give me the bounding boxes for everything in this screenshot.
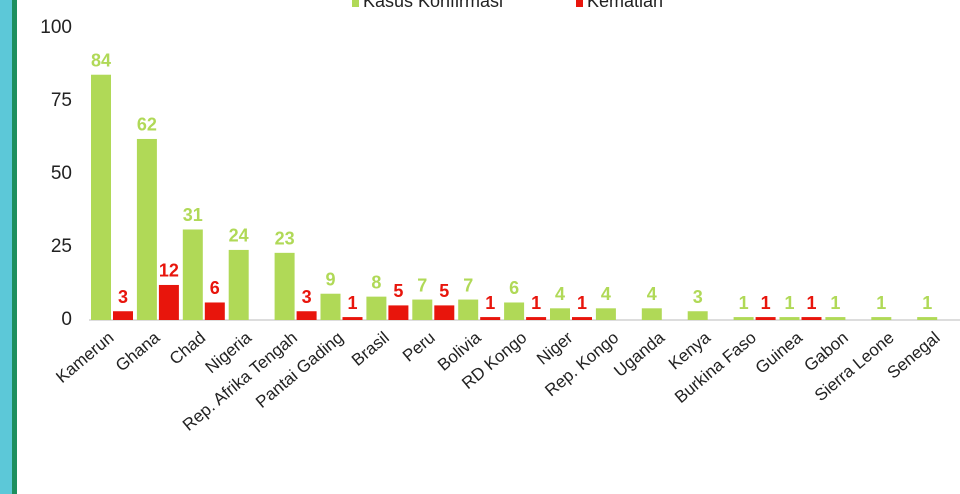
bar: [504, 302, 525, 320]
bar: [342, 317, 363, 320]
bar: [412, 299, 433, 320]
x-tick-label: Senegal: [884, 328, 944, 383]
bar: [204, 302, 225, 320]
value-label: 1: [876, 293, 886, 313]
bar: [687, 311, 708, 320]
value-label: 31: [183, 205, 203, 225]
value-label: 5: [439, 281, 449, 301]
bar: [113, 311, 133, 320]
value-label: 7: [463, 275, 473, 295]
bar: [917, 317, 938, 320]
bar: [366, 296, 387, 320]
value-label: 1: [739, 293, 749, 313]
value-label: 1: [830, 293, 840, 313]
value-label: 6: [509, 278, 519, 298]
bar: [274, 252, 295, 320]
bar: [755, 317, 776, 320]
bar: [296, 311, 317, 320]
legend-label: Kasus Konfirmasi: [363, 0, 503, 11]
value-label: 1: [784, 293, 794, 313]
value-label: 5: [393, 281, 403, 301]
legend-swatch: [576, 0, 583, 7]
value-label: 1: [577, 293, 587, 313]
value-label: 23: [275, 229, 295, 249]
value-label: 4: [647, 284, 657, 304]
value-label: 84: [91, 50, 111, 70]
value-label: 4: [555, 284, 565, 304]
bar: [595, 308, 616, 320]
bar: [779, 317, 800, 320]
bar: [388, 305, 409, 320]
bar: [550, 308, 570, 320]
value-label: 1: [531, 293, 541, 313]
bar: [320, 293, 341, 320]
x-tick-label: Brasil: [348, 328, 393, 370]
bar: [733, 317, 754, 320]
x-tick-label: Ghana: [112, 328, 164, 376]
bar: [158, 284, 179, 320]
y-tick-label: 25: [51, 236, 72, 257]
bar: [801, 317, 822, 320]
value-label: 1: [761, 293, 771, 313]
y-tick-label: 100: [40, 17, 72, 38]
x-tick-label: Guinea: [752, 328, 807, 378]
value-label: 3: [693, 287, 703, 307]
value-label: 3: [118, 287, 128, 307]
y-tick-label: 0: [61, 309, 72, 330]
bar: [572, 317, 592, 320]
value-label: 4: [601, 284, 611, 304]
x-tick-label: Uganda: [610, 328, 668, 381]
x-tick-label: Kamerun: [52, 328, 117, 387]
value-label: 62: [137, 115, 157, 135]
value-label: 3: [302, 287, 312, 307]
bar: [458, 299, 479, 320]
value-label: 9: [325, 269, 335, 289]
legend-swatch: [352, 0, 359, 7]
legend-label: Kematian: [587, 0, 663, 11]
bar: [91, 74, 111, 320]
bar: [480, 317, 501, 320]
value-label: 1: [485, 293, 495, 313]
bar: [871, 317, 892, 320]
value-label: 24: [229, 226, 249, 246]
value-label: 1: [347, 293, 357, 313]
bar: [182, 229, 203, 320]
bar: [228, 249, 249, 320]
value-label: 7: [417, 275, 427, 295]
bar: [434, 305, 455, 320]
value-label: 1: [806, 293, 816, 313]
bar: [136, 138, 157, 320]
side-strip: [0, 0, 12, 494]
y-tick-label: 75: [51, 90, 72, 111]
value-label: 12: [159, 261, 179, 281]
value-label: 1: [922, 293, 932, 313]
bar: [641, 308, 662, 320]
side-line: [12, 0, 17, 494]
y-tick-label: 50: [51, 163, 72, 184]
bar: [526, 317, 547, 320]
value-label: 6: [210, 278, 220, 298]
value-label: 8: [371, 272, 381, 292]
bar: [825, 317, 846, 320]
